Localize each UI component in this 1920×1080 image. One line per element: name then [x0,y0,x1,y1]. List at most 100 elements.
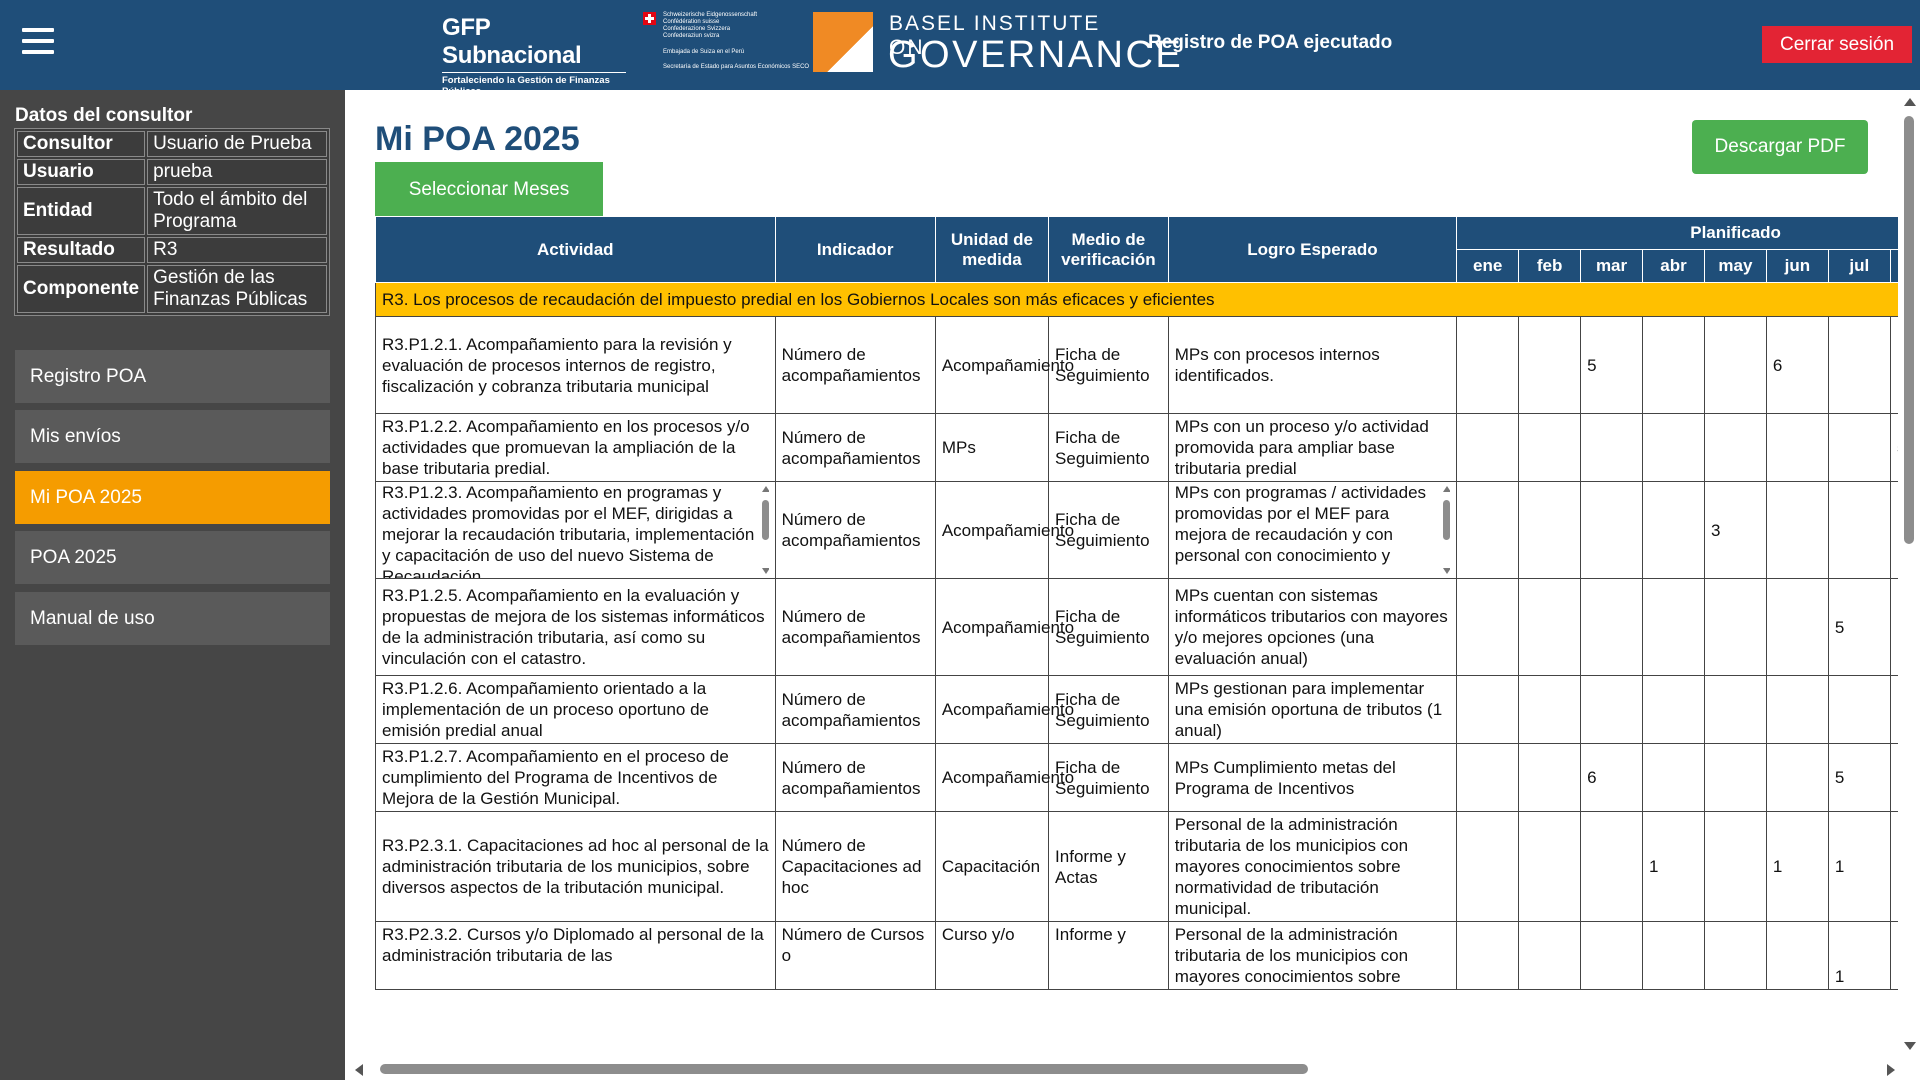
main-content: Mi POA 2025 Seleccionar Meses Descargar … [345,90,1920,1080]
consultant-data-table: Consultor Usuario de Prueba Usuario prueba… [14,128,330,316]
scrollbar-thumb[interactable] [761,500,769,540]
swiss-name-de: Schweizerische Eidgenossenschaft [663,12,758,18]
cell-logro: MPs gestionan para implementar una emisi… [1167,675,1458,744]
cell-plan-month [1765,743,1829,812]
horizontal-scrollbar[interactable] [355,1062,1895,1076]
cell-logro: Personal de la administración tributaria… [1167,811,1458,922]
month-header: abr [1642,249,1705,283]
cell-plan-month [1456,578,1520,676]
table-header-row: Actividad Indicador Unidad de medida Med… [375,216,1898,283]
cell-plan-month [1889,316,1898,414]
scrollbar-thumb[interactable] [1904,116,1914,544]
cell-logro: MPs Cumplimiento metas del Programa de I… [1167,743,1458,812]
month-header: may [1703,249,1767,283]
cell-unidad: Acompañamiento [934,578,1074,676]
cell-plan-month [1642,316,1705,414]
month-header: jun [1765,249,1829,283]
cell-unidad: Capacitación [934,811,1050,922]
col-header-planificado: Planificado [1456,216,1898,250]
cell-plan-month [1456,316,1520,414]
col-header-actividad: Actividad [375,216,776,283]
consultant-key: Usuario [17,159,146,185]
select-months-button[interactable]: Seleccionar Meses [375,162,603,217]
cell-logro-text: MPs con programas / actividades promovid… [1174,483,1427,565]
basel-logo-line2: GOVERNANCE [888,34,1184,76]
cell-plan-month [1642,743,1705,812]
consultant-key: Entidad [17,187,146,235]
cell-actividad: R3.P1.2.6. Acompañamiento orientado a la… [375,675,776,744]
nav-item-mis-envios[interactable]: Mis envíos [15,410,330,463]
scroll-up-icon[interactable] [1443,486,1451,492]
scroll-up-icon[interactable] [1904,98,1916,106]
app-title: Registro de POA ejecutado [1148,32,1393,53]
cell-logro: MPs cuentan con sistemas informáticos tr… [1167,578,1458,676]
cell-plan-month [1456,675,1520,744]
consultant-key: Consultor [17,131,146,157]
consultant-value: prueba [147,159,327,185]
cell-plan-month [1518,675,1582,744]
cell-medio: Ficha de Seguimiento [1048,675,1169,744]
cell-plan-month [1703,413,1767,482]
nav-item-manual-de-uso[interactable]: Manual de uso [15,592,330,645]
cell-plan-month [1827,316,1891,414]
month-header: feb [1518,249,1582,283]
cell-indicador: Número de acompañamientos [774,481,936,579]
cell-actividad-scroll[interactable]: R3.P1.2.3. Acompañamiento en programas y… [382,482,769,578]
section-row: R3. Los procesos de recaudación del impu… [375,282,1898,317]
section-label: R3. Los procesos de recaudación del impu… [375,282,1898,317]
cell-medio: Informe y Actas [1048,811,1169,922]
cell-actividad: R3.P2.3.2. Cursos y/o Diplomado al perso… [375,921,776,990]
cell-scrollbar[interactable] [1442,486,1451,574]
poa-table-container[interactable]: Actividad Indicador Unidad de medida Med… [375,216,1898,1058]
cell-plan-month [1456,413,1520,482]
consultant-row: Componente Gestión de las Finanzas Públic… [17,265,327,313]
scroll-down-icon[interactable] [761,568,769,574]
scrollbar-thumb[interactable] [380,1064,1308,1074]
cell-logro: MPs con un proceso y/o actividad promovi… [1167,413,1458,482]
cell-logro: Personal de la administración tributaria… [1167,921,1458,990]
cell-plan-month [1642,675,1705,744]
cell-actividad: R3.P2.3.1. Capacitaciones ad hoc al pers… [375,811,776,922]
cell-scrollbar[interactable] [761,486,769,574]
cell-actividad: R3.P1.2.5. Acompañamiento en la evaluaci… [375,578,776,676]
cell-indicador: Número de acompañamientos [774,743,936,812]
consultant-row: Usuario prueba [17,159,327,185]
logout-button[interactable]: Cerrar sesión [1762,26,1912,63]
cell-logro: MPs con procesos internos identificados. [1167,316,1458,414]
consultant-row: Entidad Todo el ámbito del Programa [17,187,327,235]
cell-plan-month [1889,578,1898,676]
top-header: GFP Subnacional Fortaleciendo la Gestión… [0,0,1920,106]
scroll-down-icon[interactable] [1904,1042,1916,1050]
consultant-value: Todo el ámbito del Programa [147,187,327,235]
scroll-right-icon[interactable] [1887,1064,1895,1076]
scrollbar-thumb[interactable] [1443,500,1451,540]
cell-plan-month [1765,413,1829,482]
scroll-down-icon[interactable] [1443,568,1451,574]
cell-plan-month [1889,921,1898,990]
swiss-name-fr: Confédération suisse [663,19,720,25]
vertical-scrollbar[interactable] [1902,98,1916,1050]
download-pdf-button[interactable]: Descargar PDF [1692,120,1868,174]
scroll-up-icon[interactable] [761,486,769,492]
scroll-left-icon[interactable] [355,1064,363,1076]
consultant-value: R3 [147,237,327,263]
swiss-name-rm: Confederaziun svizra [663,33,720,39]
swiss-name-it: Confederazione Svizzera [663,26,731,32]
cell-plan-month [1580,578,1644,676]
cell-logro-scroll[interactable]: MPs con programas / actividades promovid… [1174,482,1451,578]
cell-plan-month [1703,578,1767,676]
table-row: R3.P1.2.5. Acompañamiento en la evaluaci… [375,578,1898,676]
cell-unidad: Acompañamiento [934,316,1074,414]
cell-plan-month [1518,743,1582,812]
cell-plan-month [1889,811,1898,922]
nav-item-registro-poa[interactable]: Registro POA [15,350,330,403]
cell-plan-month [1703,921,1767,990]
nav-item-mi-poa-2025[interactable]: Mi POA 2025 [15,471,330,524]
hamburger-menu-icon[interactable] [22,28,54,58]
table-row: R3.P1.2.3. Acompañamiento en programas y… [375,481,1898,579]
col-header-unidad: Unidad de medida [934,216,1050,283]
table-row: R3.P1.2.2. Acompañamiento en los proceso… [375,413,1898,482]
nav-item-poa-2025[interactable]: POA 2025 [15,531,330,584]
table-row: R3.P1.2.6. Acompañamiento orientado a la… [375,675,1898,744]
cell-plan-month [1765,675,1829,744]
